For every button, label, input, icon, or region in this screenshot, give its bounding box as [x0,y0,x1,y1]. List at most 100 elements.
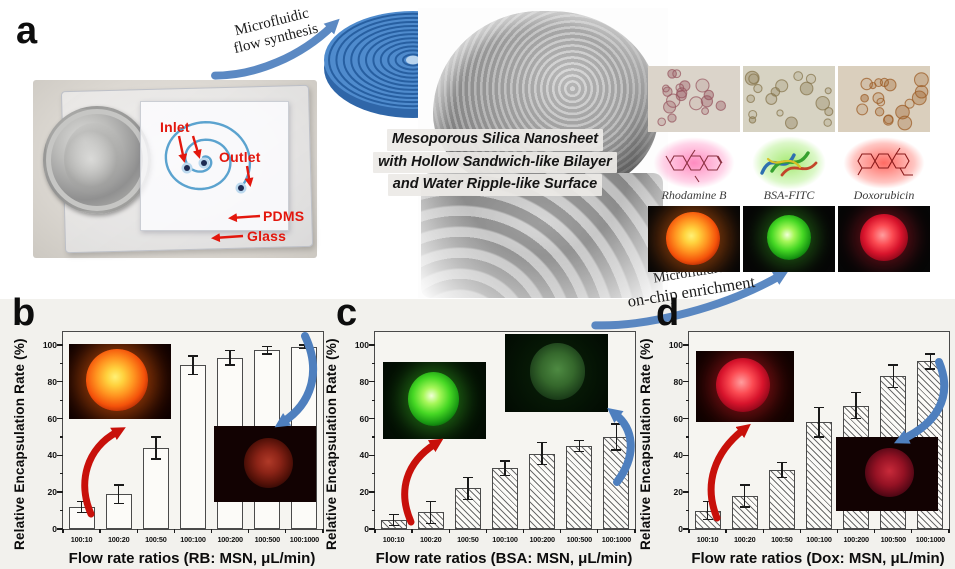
x-tick [322,529,324,533]
x-tick [762,529,764,533]
y-minor-tick [685,362,689,364]
enrichment-arrow [591,270,789,330]
fluorescence-bsa [743,206,835,272]
y-minor-tick [59,362,63,364]
enrichment-annotation: Microfluidic on-chip enrichment [579,249,802,330]
panel-b-label: b [12,292,36,334]
molecule-row [648,136,932,190]
error-bar-cap [388,513,399,515]
y-tick [369,454,375,457]
bsa-capsule [766,215,812,261]
x-tick [597,529,599,533]
y-minor-tick [371,473,375,475]
error-bar [430,501,432,524]
x-tick-label: 100:1000 [289,535,320,544]
y-tick-label: 20 [673,487,683,498]
panel-d-label: d [656,292,680,334]
x-tick-label: 100:10 [382,535,405,544]
coin-face [64,123,124,195]
chart-b: b Relative Encapsulation Rate (%) 0 20 40 6… [8,294,332,569]
bar [603,436,630,529]
y-minor-tick [685,509,689,512]
doxorubicin-molecule [857,147,913,176]
panel-a-label: a [16,10,38,52]
error-bar [929,354,932,369]
bar [566,446,593,529]
x-tick [874,529,876,533]
dox-capsule [860,213,908,262]
x-tick-label: 100:1000 [915,535,946,544]
y-tick-label: 60 [673,413,683,424]
y-tick [683,528,689,530]
x-tick [911,529,913,533]
y-tick [57,381,63,383]
error-bar-cap [188,373,198,376]
y-tick-label: 40 [673,450,683,461]
inset-bright-dox [696,351,794,422]
brightfield-dox [838,66,930,132]
y-tick-label: 20 [47,487,57,498]
inlet-arrow-1 [177,135,188,163]
error-bar [578,440,580,452]
bar [492,468,518,529]
y-minor-tick [685,399,689,401]
error-bar [504,460,506,476]
bright-rb-capsule [86,349,148,411]
y-minor-tick [371,362,375,364]
dim-dox-capsule [864,448,914,497]
sem-caption: Mesoporous Silica Nanosheet with Hollow … [340,128,650,196]
y-tick-label: 0 [678,524,683,534]
flow-synthesis-annotation: Microfluidic flow synthesis [198,0,350,80]
x-tick-label: 100:500 [880,535,907,544]
bsa-fitc-glow [743,136,835,190]
x-tick-label: 100:20 [733,535,756,544]
error-bar [392,514,395,526]
y-minor-tick [371,436,375,438]
y-tick-label: 100 [42,339,57,350]
y-tick [57,417,63,420]
x-tick [948,529,950,533]
bar [806,422,832,529]
y-tick-label: 40 [47,450,57,461]
y-minor-tick [371,509,375,512]
y-tick [57,454,63,457]
error-bar-cap [76,511,87,514]
chip-photo: Inlet Outlet PDMS Glass [33,80,317,258]
inset-dim-rhodamine [214,426,316,502]
bar [768,470,795,529]
y-minor-tick [59,436,63,438]
error-bar-cap [925,353,936,355]
error-bar-cap [76,500,87,503]
y-axis-title: Relative Encapsulation Rate (%) [324,338,339,550]
inlet-arrow-2 [191,135,202,159]
y-tick-label: 60 [359,413,369,424]
flow-synthesis-arrow [211,18,340,80]
y-tick-label: 40 [359,450,369,461]
x-tick [560,529,562,533]
x-tick-label: 100:100 [180,535,206,544]
x-tick [210,529,213,533]
rhodamine-molecule [665,149,723,183]
y-axis-title: Relative Encapsulation Rate (%) [638,338,653,550]
x-axis-title: Flow rate ratios (Dox: MSN, μL/min) [691,550,945,567]
error-bar-cap [574,450,585,453]
y-tick [57,528,63,530]
bsa-protein-ribbon [760,151,818,177]
error-bar-cap [537,441,548,444]
bar [180,365,206,529]
inlet-label: Inlet [160,119,190,135]
error-bar [744,484,746,507]
x-tick-label: 100:20 [107,535,130,544]
error-bar [266,346,268,355]
y-tick-label: 60 [47,413,57,424]
x-axis-title: Flow rate ratios (RB: MSN, μL/min) [68,550,316,567]
error-bar [781,462,783,478]
x-tick [374,529,376,533]
caption-line-1: Mesoporous Silica Nanosheet [386,129,604,151]
error-bar [615,424,618,450]
x-tick [62,529,64,533]
y-tick-label: 100 [354,339,369,350]
rhodamine-capsule [666,211,720,265]
error-bar-cap [739,506,750,508]
x-tick-label: 100:500 [254,535,281,544]
